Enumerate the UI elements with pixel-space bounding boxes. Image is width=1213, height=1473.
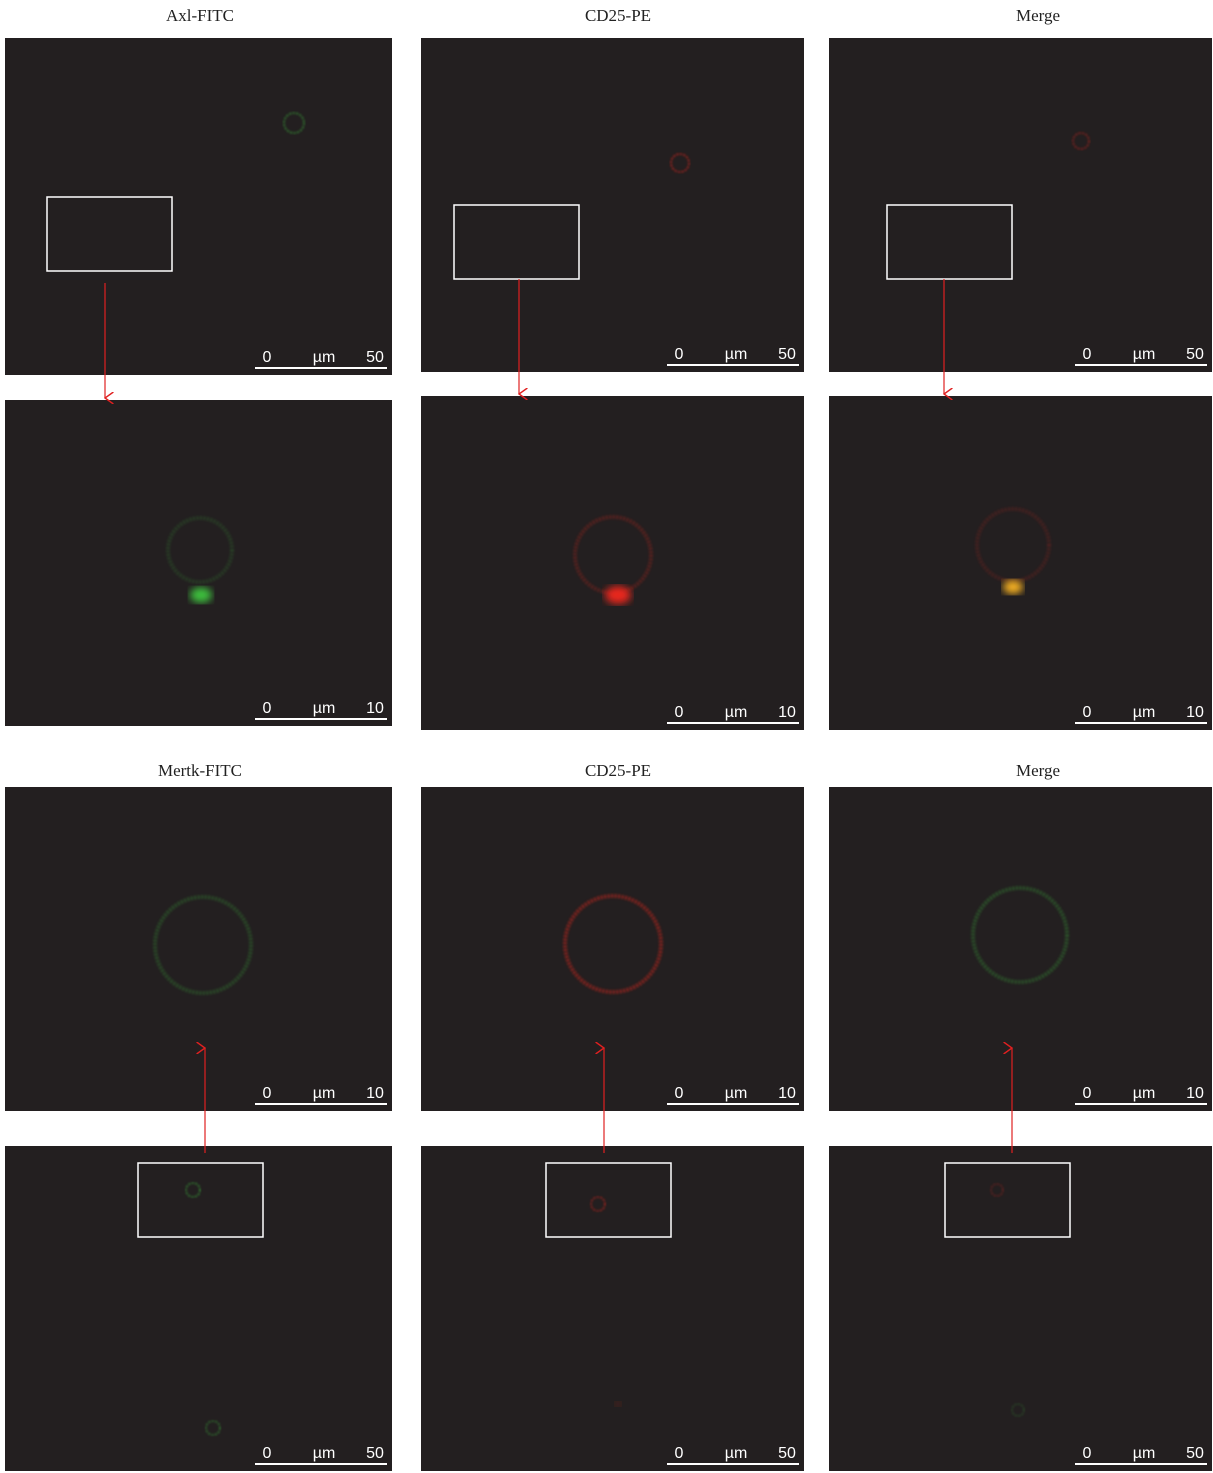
image-background (829, 787, 1212, 1111)
scale-unit: µm (1133, 704, 1156, 721)
micrograph: 0 µm 10 (829, 787, 1212, 1111)
scale-start: 0 (1083, 704, 1092, 721)
column-title: Merge (1016, 761, 1060, 780)
column-title: Axl-FITC (166, 6, 234, 25)
scale-end: 10 (366, 1085, 384, 1102)
scale-unit: µm (313, 1445, 336, 1462)
image-background (421, 1146, 804, 1471)
image-background (829, 1146, 1212, 1471)
scale-end: 10 (1186, 1085, 1204, 1102)
micrograph: 0 µm 50 (421, 1146, 804, 1471)
scale-unit: µm (725, 346, 748, 363)
scale-start: 0 (263, 1445, 272, 1462)
image-background (829, 396, 1212, 730)
figure: Axl-FITC CD25-PE Merge Mertk-FITC CD25-PE Mer… (0, 0, 1213, 1473)
cell-signal (1003, 580, 1023, 594)
scale-end: 50 (778, 1445, 796, 1462)
cell-signal (190, 587, 212, 602)
image-background (421, 396, 804, 730)
scale-start: 0 (263, 349, 272, 366)
column-title: CD25-PE (585, 6, 651, 25)
scale-start: 0 (1083, 1445, 1092, 1462)
micrograph: 0 µm 10 (829, 396, 1212, 730)
column-title: Merge (1016, 6, 1060, 25)
scale-start: 0 (675, 1085, 684, 1102)
scale-unit: µm (725, 704, 748, 721)
micrograph: 0 µm 50 (829, 1146, 1212, 1471)
scale-start: 0 (1083, 346, 1092, 363)
scale-unit: µm (1133, 1085, 1156, 1102)
scale-end: 50 (1186, 1445, 1204, 1462)
scale-start: 0 (263, 700, 272, 717)
scale-end: 50 (778, 346, 796, 363)
scale-end: 10 (366, 700, 384, 717)
cell-signal (615, 1402, 621, 1406)
scale-start: 0 (263, 1085, 272, 1102)
scale-end: 10 (1186, 704, 1204, 721)
scale-start: 0 (675, 346, 684, 363)
scale-unit: µm (1133, 1445, 1156, 1462)
scale-end: 10 (778, 1085, 796, 1102)
image-background (421, 787, 804, 1111)
scale-unit: µm (725, 1445, 748, 1462)
scale-start: 0 (675, 704, 684, 721)
scale-unit: µm (313, 349, 336, 366)
cell-signal (605, 586, 631, 604)
micrograph: 0 µm 10 (421, 396, 804, 730)
scale-end: 10 (778, 704, 796, 721)
scale-unit: µm (725, 1085, 748, 1102)
micrograph: 0 µm 10 (5, 400, 392, 726)
scale-end: 50 (1186, 346, 1204, 363)
scale-start: 0 (1083, 1085, 1092, 1102)
scale-unit: µm (1133, 346, 1156, 363)
image-background (5, 400, 392, 726)
micrograph: 0 µm 10 (5, 787, 392, 1111)
scale-end: 50 (366, 349, 384, 366)
column-title: CD25-PE (585, 761, 651, 780)
scale-unit: µm (313, 700, 336, 717)
image-background (5, 787, 392, 1111)
micrograph: 0 µm 50 (5, 38, 392, 375)
column-title: Mertk-FITC (158, 761, 242, 780)
micrograph: 0 µm 50 (5, 1146, 392, 1471)
scale-end: 50 (366, 1445, 384, 1462)
scale-start: 0 (675, 1445, 684, 1462)
micrograph: 0 µm 10 (421, 787, 804, 1111)
scale-unit: µm (313, 1085, 336, 1102)
image-background (5, 38, 392, 375)
